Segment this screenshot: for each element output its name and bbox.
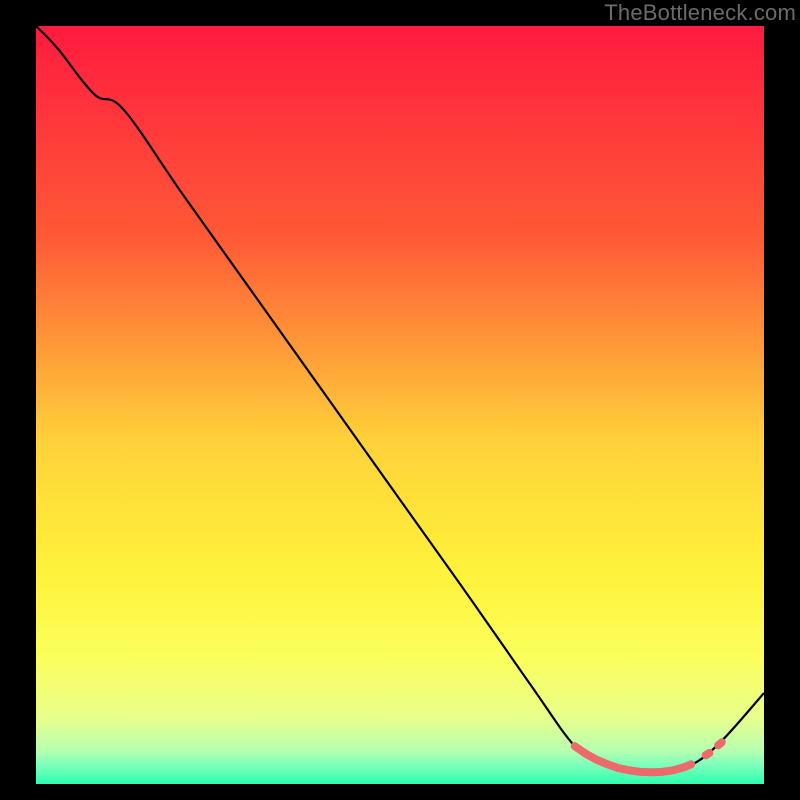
marker-segment [706,753,710,755]
optimal-range-markers [575,742,722,772]
chart-svg [36,26,764,784]
marker-segment [575,746,691,772]
marker-segment [718,742,722,745]
chart-plot-area [36,26,764,784]
attribution-text: TheBottleneck.com [604,0,796,26]
bottleneck-curve [36,26,764,774]
